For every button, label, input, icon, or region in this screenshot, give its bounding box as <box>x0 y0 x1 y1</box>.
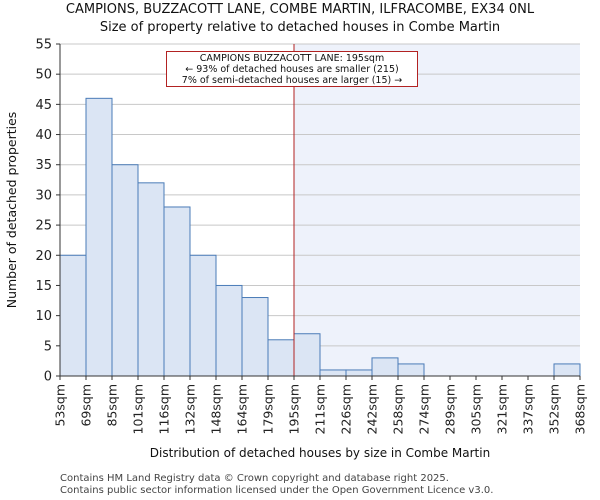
property-annotation-box: CAMPIONS BUZZACOTT LANE: 195sqm ← 93% of… <box>166 51 418 87</box>
y-tick-label: 25 <box>35 219 52 234</box>
histogram-bar <box>59 254 87 377</box>
annotation-line-2: ← 93% of detached houses are smaller (21… <box>185 64 399 75</box>
histogram-bar <box>319 369 347 377</box>
x-tick-label: 53sqm <box>53 384 68 427</box>
highlight-region <box>294 44 580 376</box>
x-tick-label: 85sqm <box>105 384 120 427</box>
histogram-bar <box>345 369 373 377</box>
x-tick-label: 274sqm <box>417 384 432 434</box>
x-tick-label: 289sqm <box>443 384 458 434</box>
footer-line-2: Contains public sector information licen… <box>60 485 494 496</box>
y-tick-label: 10 <box>35 309 52 324</box>
annotation-line-1: CAMPIONS BUZZACOTT LANE: 195sqm <box>199 53 385 64</box>
x-tick-label: 164sqm <box>235 384 250 434</box>
y-tick-label: 40 <box>35 128 52 143</box>
x-tick-label: 242sqm <box>365 384 380 434</box>
chart-title: CAMPIONS, BUZZACOTT LANE, COMBE MARTIN, … <box>65 2 535 17</box>
y-tick-label: 5 <box>44 339 52 354</box>
x-tick-label: 305sqm <box>469 384 484 434</box>
histogram-bar <box>215 284 243 377</box>
x-tick-label: 116sqm <box>157 384 172 434</box>
histogram-bar <box>553 363 581 377</box>
x-tick-label: 195sqm <box>287 384 302 434</box>
x-tick-label: 226sqm <box>339 384 354 434</box>
y-tick-label: 35 <box>35 158 52 173</box>
histogram-bar <box>267 339 295 377</box>
histogram-bar <box>293 333 321 377</box>
y-tick-label: 55 <box>35 38 52 53</box>
histogram-bar <box>111 164 139 377</box>
histogram-bar <box>137 182 165 377</box>
x-tick-label: 132sqm <box>183 384 198 434</box>
y-tick-label: 45 <box>35 98 52 113</box>
histogram-bar <box>241 297 269 377</box>
annotation-line-3: 7% of semi-detached houses are larger (1… <box>181 75 403 86</box>
histogram-bar <box>371 357 399 377</box>
y-tick-label: 30 <box>35 188 52 203</box>
x-tick-label: 179sqm <box>261 384 276 434</box>
x-tick-label: 321sqm <box>495 384 510 434</box>
x-tick-label: 101sqm <box>131 384 146 434</box>
histogram-bar <box>85 97 113 377</box>
x-tick-label: 258sqm <box>391 384 406 434</box>
x-tick-label: 352sqm <box>547 384 562 434</box>
y-tick-label: 15 <box>35 279 52 294</box>
x-tick-label: 368sqm <box>573 384 588 434</box>
chart-subtitle: Size of property relative to detached ho… <box>99 20 501 35</box>
y-axis-label: Number of detached properties <box>4 112 19 309</box>
histogram-bar <box>397 363 425 377</box>
histogram-bar <box>163 206 191 377</box>
x-axis-label: Distribution of detached houses by size … <box>149 446 491 460</box>
y-tick-label: 20 <box>35 249 52 264</box>
x-tick-label: 337sqm <box>521 384 536 434</box>
x-tick-label: 211sqm <box>313 384 328 434</box>
footer-line-1: Contains HM Land Registry data © Crown c… <box>60 473 449 484</box>
x-tick-label: 148sqm <box>209 384 224 434</box>
y-tick-label: 50 <box>35 68 52 83</box>
x-tick-label: 69sqm <box>79 384 94 427</box>
y-tick-label: 0 <box>44 370 52 385</box>
histogram-bar <box>189 254 217 377</box>
